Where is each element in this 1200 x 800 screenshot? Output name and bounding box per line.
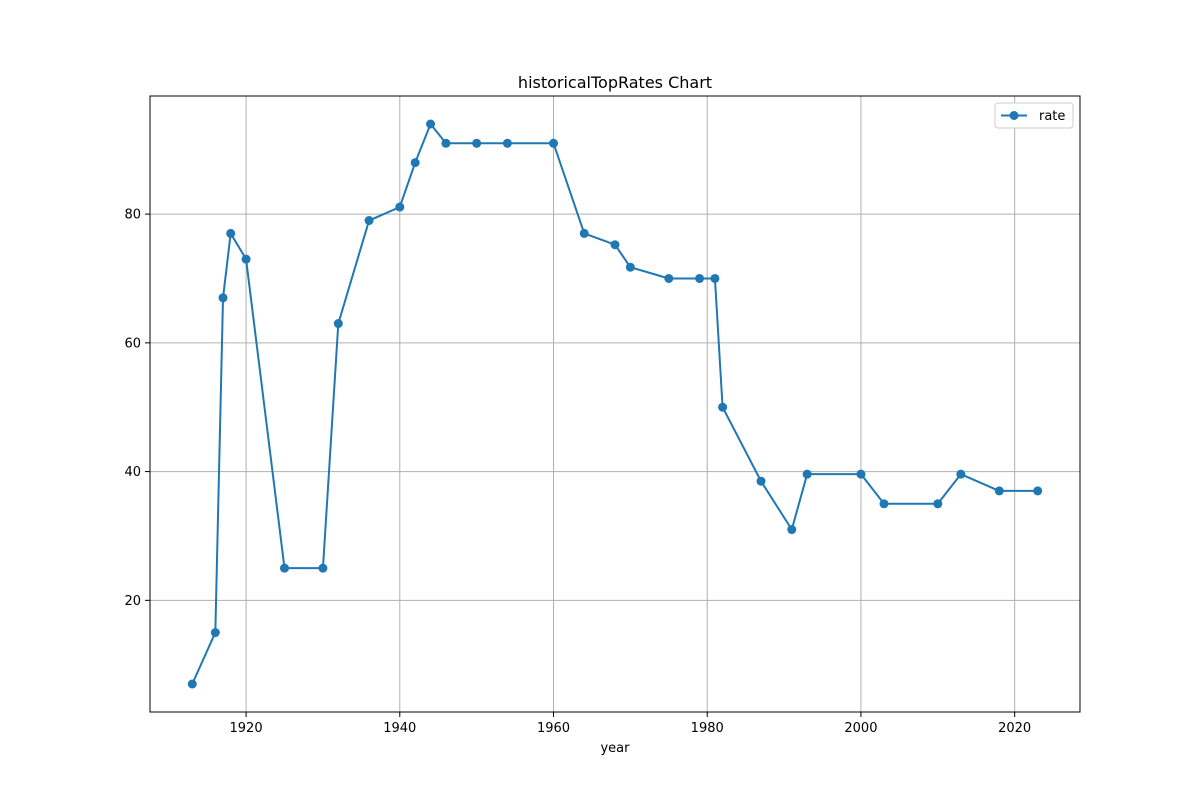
data-point xyxy=(787,525,797,535)
x-axis-label: year xyxy=(600,741,630,756)
x-tick-label: 1920 xyxy=(230,721,263,736)
y-tick-label: 40 xyxy=(124,465,141,480)
data-point xyxy=(879,499,889,509)
y-tick-label: 20 xyxy=(124,594,141,609)
data-point xyxy=(502,138,512,148)
data-point xyxy=(395,202,405,212)
data-point xyxy=(710,273,720,283)
legend-label-rate: rate xyxy=(1039,109,1065,124)
plot-area xyxy=(150,96,1080,712)
data-point xyxy=(956,469,966,479)
data-point xyxy=(280,563,290,573)
data-point xyxy=(856,469,866,479)
data-point xyxy=(441,138,451,148)
legend: rate xyxy=(994,102,1074,129)
data-point xyxy=(364,216,374,226)
data-point xyxy=(695,273,705,283)
data-point xyxy=(579,228,589,238)
data-point xyxy=(549,138,559,148)
data-point xyxy=(625,262,635,272)
legend-marker-swatch xyxy=(1009,111,1019,120)
legend-box xyxy=(994,102,1074,129)
x-tick-label: 1940 xyxy=(383,721,416,736)
series-group xyxy=(187,119,1043,689)
x-tick-label: 1960 xyxy=(537,721,570,736)
data-point xyxy=(241,254,251,264)
data-point xyxy=(664,273,674,283)
y-tick-label: 80 xyxy=(124,208,141,223)
data-point xyxy=(933,499,943,509)
data-point xyxy=(610,240,620,250)
data-point xyxy=(756,476,766,486)
data-point xyxy=(718,402,728,412)
series-line-rate xyxy=(191,123,1038,685)
data-point xyxy=(1033,486,1043,496)
data-point xyxy=(426,119,436,129)
data-point xyxy=(410,158,420,168)
data-point xyxy=(333,319,343,329)
data-point xyxy=(994,486,1004,496)
data-point xyxy=(218,293,228,303)
data-point xyxy=(802,469,812,479)
x-tick-label: 1980 xyxy=(691,721,724,736)
x-tick-label: 2020 xyxy=(998,721,1031,736)
data-point xyxy=(187,679,197,689)
data-point xyxy=(472,138,482,148)
grid-lines xyxy=(150,96,1080,712)
data-point xyxy=(318,563,328,573)
data-point xyxy=(226,228,236,238)
x-tick-label: 2000 xyxy=(844,721,877,736)
chart-title: historicalTopRates Chart xyxy=(518,73,712,92)
plot-frame xyxy=(149,95,1081,713)
data-point xyxy=(210,628,220,638)
y-tick-label: 60 xyxy=(124,336,141,351)
